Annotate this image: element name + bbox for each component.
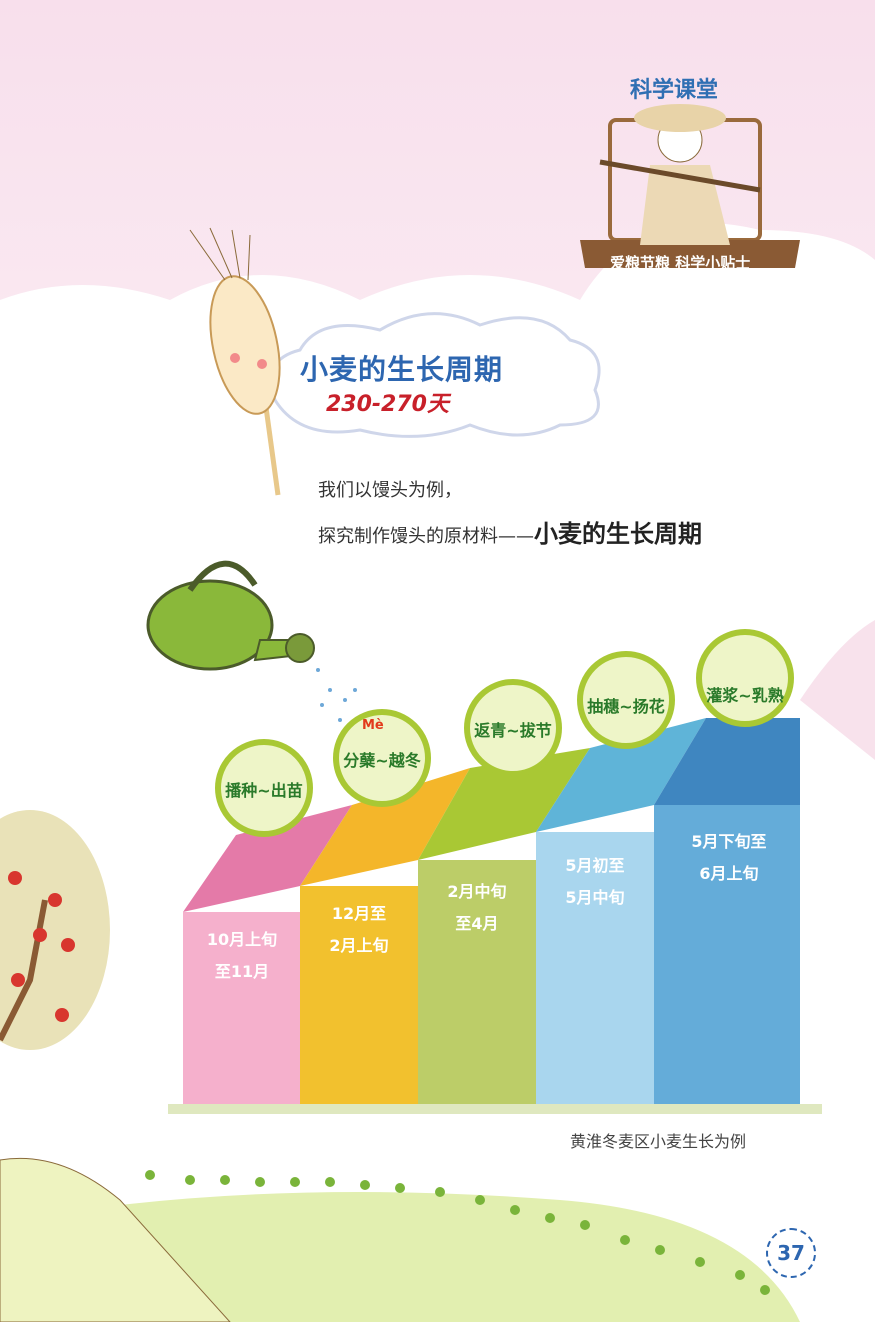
stage-period-2: 12月至 2月上旬 — [300, 898, 418, 962]
period-line: 2月中旬 — [447, 882, 507, 901]
period-line: 6月上旬 — [699, 864, 759, 883]
step-top-5 — [654, 718, 800, 805]
period-line: 5月初至 — [565, 856, 625, 875]
stage-label-3: 返青~拔节 — [474, 721, 552, 740]
stage-period-4: 5月初至 5月中旬 — [536, 850, 654, 914]
step-front-2 — [300, 886, 418, 1104]
intro-line-1: 我们以馒头为例， — [318, 480, 462, 501]
period-line: 至11月 — [214, 962, 270, 981]
growth-steps — [168, 718, 822, 1114]
step-front-4 — [536, 832, 654, 1104]
title-cloud — [269, 312, 601, 438]
stage-label-4: 抽穗~扬花 — [587, 697, 665, 716]
stage-label-1: 播种~出苗 — [225, 781, 303, 800]
step-front-3 — [418, 860, 536, 1104]
period-line: 至4月 — [455, 914, 499, 933]
stage-pinyin-2: Mè — [362, 718, 384, 733]
stage-bubbles — [215, 629, 794, 837]
step-top-2 — [300, 768, 470, 886]
period-line: 12月至 — [331, 904, 387, 923]
step-front-1 — [183, 912, 300, 1104]
page-title: 小麦的生长周期 — [300, 353, 504, 386]
baseline-strip — [168, 1104, 822, 1114]
stage-label-5: 灌浆~乳熟 — [706, 686, 784, 705]
step-top-4 — [536, 718, 706, 832]
sprouts — [145, 1170, 770, 1295]
badge-title: 科学课堂 — [630, 78, 719, 103]
intro-line-2: 探究制作馒头的原材料——小麦的生长周期 — [318, 514, 702, 549]
apple-tree-illustration — [0, 810, 110, 1050]
period-line: 10月上旬 — [206, 930, 278, 949]
period-line: 5月中旬 — [565, 888, 625, 907]
scarecrow-badge-illustration — [580, 104, 800, 268]
cycle-days: 230-270天 — [326, 392, 449, 417]
stage-period-1: 10月上旬至11月 — [183, 924, 301, 988]
wheat-ear-illustration — [189, 227, 281, 496]
stage-period-5: 5月下旬至 6月上旬 — [670, 826, 788, 890]
step-front-5 — [654, 805, 800, 1104]
step-top-1 — [183, 805, 352, 912]
badge-ribbon: 爱粮节粮 科学小贴士 — [610, 254, 751, 272]
page-number: 37 — [766, 1228, 816, 1278]
hill-left — [0, 1157, 231, 1322]
intro-emphasis: 小麦的生长周期 — [534, 520, 702, 548]
intro-text: 探究制作馒头的原材料—— — [318, 526, 534, 547]
stage-label-2: 分蘖~越冬 — [343, 751, 421, 770]
step-top-3 — [418, 748, 590, 860]
period-line: 5月下旬至 — [691, 832, 767, 851]
watering-can-illustration — [146, 560, 357, 722]
chart-caption: 黄淮冬麦区小麦生长为例 — [570, 1132, 747, 1151]
hill — [80, 1192, 800, 1322]
period-line: 2月上旬 — [329, 936, 389, 955]
stage-period-3: 2月中旬至4月 — [418, 876, 536, 940]
